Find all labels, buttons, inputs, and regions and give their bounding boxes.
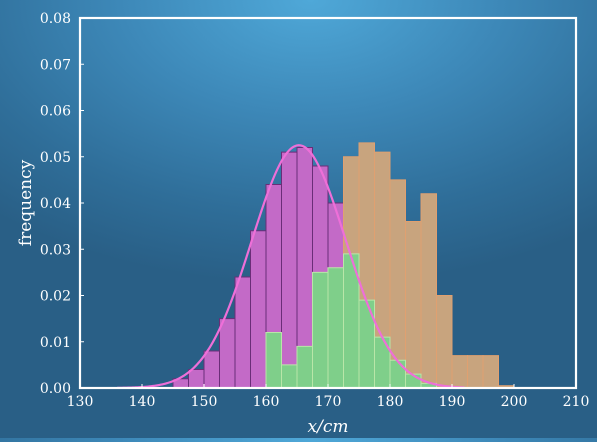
histogram-bar xyxy=(405,221,422,389)
x-tick-label: 130 xyxy=(67,394,94,410)
y-tick-label: 0.05 xyxy=(40,150,71,166)
y-tick-label: 0.02 xyxy=(40,289,71,305)
histogram-bar xyxy=(296,345,313,389)
x-tick-label: 170 xyxy=(315,394,342,410)
histogram-bar xyxy=(436,295,453,389)
histogram-series-2 xyxy=(265,253,437,389)
y-tick-label: 0.00 xyxy=(40,381,71,397)
histogram-bar xyxy=(265,332,282,389)
histogram-bar xyxy=(219,318,236,389)
histogram-bar xyxy=(374,336,391,389)
y-tick-label: 0.08 xyxy=(40,11,71,27)
x-axis-title: x/cm xyxy=(308,417,349,437)
histogram-bar xyxy=(327,267,344,389)
bars-layer xyxy=(172,142,515,389)
curve-layer xyxy=(117,144,465,389)
y-axis-title: frequency xyxy=(16,159,36,246)
x-tick-label: 140 xyxy=(129,394,156,410)
x-tick-label: 190 xyxy=(439,394,466,410)
histogram-bar xyxy=(482,355,499,389)
histogram-bar xyxy=(188,369,205,389)
histogram-bar xyxy=(420,193,437,389)
x-tick-label: 180 xyxy=(377,394,404,410)
histogram-bar xyxy=(281,364,298,389)
histogram-bar xyxy=(281,151,298,389)
x-tick-label: 200 xyxy=(501,394,528,410)
ticks-layer: 130 140 150 160 170 180 190 200 210 0.00 0.01 0.02 0… xyxy=(40,11,590,410)
histogram-bar xyxy=(312,271,329,389)
histogram-bar xyxy=(389,179,406,389)
y-tick-label: 0.01 xyxy=(40,335,71,351)
histogram-bar xyxy=(451,355,468,389)
histogram-bar xyxy=(250,230,267,389)
normal-fit-curve xyxy=(117,144,465,389)
y-tick-label: 0.07 xyxy=(40,57,71,73)
histogram-bar xyxy=(467,355,484,389)
x-tick-label: 160 xyxy=(253,394,280,410)
x-tick-label: 210 xyxy=(563,394,590,410)
x-tick-label: 150 xyxy=(191,394,218,410)
y-tick-label: 0.03 xyxy=(40,242,71,258)
y-tick-label: 0.06 xyxy=(40,104,71,120)
y-tick-label: 0.04 xyxy=(40,196,71,212)
histogram-bar xyxy=(203,350,220,389)
histogram-bar xyxy=(234,276,251,389)
histogram-bar xyxy=(389,359,406,389)
